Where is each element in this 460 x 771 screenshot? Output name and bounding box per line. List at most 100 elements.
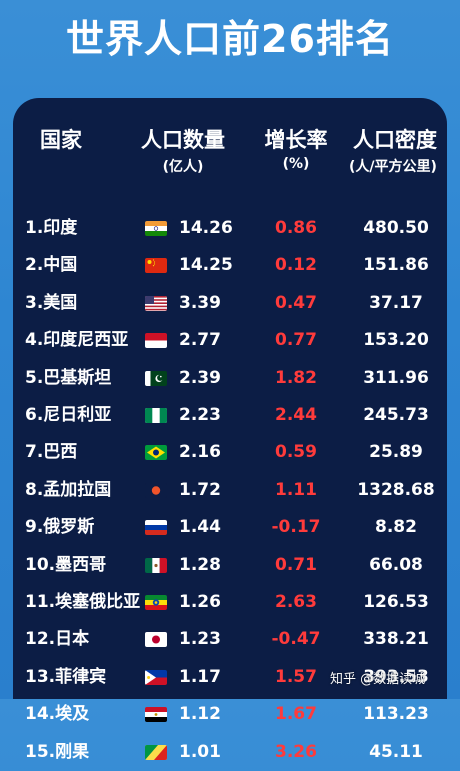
ethiopia-flag-icon — [145, 595, 167, 610]
growth-rate-value: 3.26 — [275, 741, 317, 762]
country-name: 14.埃及 — [25, 704, 90, 725]
russia-flag-icon — [145, 520, 167, 536]
table-row: 7.巴西 2.16 0.59 25.89 — [13, 434, 447, 471]
density-value: 153.20 — [363, 330, 429, 351]
nigeria-flag-icon — [145, 408, 167, 423]
population-value: 3.39 — [179, 292, 221, 313]
population-value: 1.26 — [179, 592, 221, 612]
density-value: 151.86 — [363, 255, 429, 276]
country-name: 7.巴西 — [25, 442, 78, 463]
population-value: 2.39 — [179, 367, 221, 388]
growth-rate-value: 1.67 — [275, 704, 317, 725]
population-value: 1.72 — [179, 479, 221, 500]
table-row: 6.尼日利亚 2.23 2.44 245.73 — [13, 397, 447, 434]
brazil-flag-icon — [145, 445, 167, 461]
growth-rate-value: -0.17 — [271, 517, 321, 538]
header-population: 人口数量 — [141, 128, 225, 152]
density-value: 1328.68 — [357, 479, 435, 500]
header-density: 人口密度 — [353, 128, 437, 152]
pakistan-flag-icon — [145, 370, 167, 386]
country-name: 1.印度 — [25, 218, 78, 238]
country-name: 2.中国 — [25, 255, 78, 276]
philippines-flag-icon — [145, 669, 167, 685]
india-flag-icon — [145, 221, 167, 236]
table-row: 4.印度尼西亚 2.77 0.77 153.20 — [13, 322, 447, 359]
growth-rate-value: 0.86 — [275, 218, 317, 238]
population-value: 1.12 — [179, 704, 221, 725]
density-value: 311.96 — [363, 367, 429, 388]
usa-flag-icon — [145, 295, 167, 311]
growth-rate-value: 0.71 — [275, 554, 317, 575]
density-value: 25.89 — [369, 442, 423, 463]
population-value: 1.23 — [179, 629, 221, 650]
growth-rate-value: 1.57 — [275, 666, 317, 687]
watermark: 知乎 @数据读城 — [330, 672, 426, 687]
population-value: 1.01 — [179, 741, 221, 762]
population-value: 2.77 — [179, 330, 221, 351]
country-name: 10.墨西哥 — [25, 554, 107, 575]
country-name: 9.俄罗斯 — [25, 517, 95, 538]
density-value: 126.53 — [363, 592, 429, 612]
country-name: 8.孟加拉国 — [25, 479, 112, 500]
bangladesh-flag-icon — [145, 482, 167, 498]
growth-rate-value: 0.12 — [275, 255, 317, 276]
country-name: 11.埃塞俄比亚 — [25, 592, 141, 612]
density-value: 338.21 — [363, 629, 429, 650]
population-value: 14.25 — [179, 255, 233, 276]
density-value: 45.11 — [369, 741, 423, 762]
japan-flag-icon — [145, 632, 167, 648]
table-row: 5.巴基斯坦 2.39 1.82 311.96 — [13, 360, 447, 397]
growth-rate-value: 1.11 — [275, 479, 317, 500]
egypt-flag-icon — [145, 707, 167, 723]
table-row: 8.孟加拉国 1.72 1.11 1328.68 — [13, 472, 447, 509]
table-row: 11.埃塞俄比亚 1.26 2.63 126.53 — [13, 584, 447, 621]
mexico-flag-icon — [145, 557, 167, 573]
table-row: 12.日本 1.23 -0.47 338.21 — [13, 621, 447, 658]
density-value: 113.23 — [363, 704, 429, 725]
country-name: 6.尼日利亚 — [25, 405, 112, 425]
growth-rate-value: 0.59 — [275, 442, 317, 463]
country-name: 15.刚果 — [25, 741, 90, 762]
header-population-unit: (亿人) — [162, 159, 204, 175]
table-row: 9.俄罗斯 1.44 -0.17 8.82 — [13, 509, 447, 546]
country-name: 12.日本 — [25, 629, 90, 650]
growth-rate-value: -0.47 — [271, 629, 321, 650]
population-value: 1.44 — [179, 517, 221, 538]
congo-flag-icon — [145, 744, 167, 760]
growth-rate-value: 0.77 — [275, 330, 317, 351]
header-growth: 增长率 — [264, 128, 328, 152]
table-row: 13.菲律宾 1.17 1.57 393.53 — [13, 659, 447, 696]
population-value: 2.23 — [179, 405, 221, 425]
ranking-table: 国家 人口数量 (亿人) 增长率 (%) 人口密度 (人/平方公里) 1.印度 1… — [13, 98, 447, 762]
header-growth-unit: (%) — [282, 156, 310, 172]
country-name: 4.印度尼西亚 — [25, 330, 129, 351]
indonesia-flag-icon — [145, 333, 167, 349]
header-country: 国家 — [40, 128, 82, 152]
density-value: 393.53 — [363, 666, 429, 687]
density-value: 480.50 — [363, 218, 429, 238]
density-value: 8.82 — [375, 517, 417, 538]
population-value: 14.26 — [179, 218, 233, 238]
page-title: 世界人口前26排名 — [66, 17, 394, 61]
population-value: 1.17 — [179, 666, 221, 687]
country-name: 5.巴基斯坦 — [25, 367, 112, 388]
table-row: 1.印度 14.26 0.86 480.50 — [13, 210, 447, 247]
growth-rate-value: 2.44 — [275, 405, 317, 425]
header-density-unit: (人/平方公里) — [349, 159, 437, 175]
growth-rate-value: 0.47 — [275, 292, 317, 313]
growth-rate-value: 2.63 — [275, 592, 317, 612]
population-value: 2.16 — [179, 442, 221, 463]
density-value: 245.73 — [363, 405, 429, 425]
density-value: 37.17 — [369, 292, 423, 313]
country-name: 13.菲律宾 — [25, 666, 107, 687]
table-row: 2.中国 14.25 0.12 151.86 — [13, 247, 447, 284]
growth-rate-value: 1.82 — [275, 367, 317, 388]
table-row: 3.美国 3.39 0.47 37.17 — [13, 285, 447, 322]
table-row: 14.埃及 1.12 1.67 113.23 — [13, 696, 447, 733]
table-row: 10.墨西哥 1.28 0.71 66.08 — [13, 547, 447, 584]
table-row: 15.刚果 1.01 3.26 45.11 — [13, 734, 447, 771]
population-value: 1.28 — [179, 554, 221, 575]
country-name: 3.美国 — [25, 292, 78, 313]
china-flag-icon — [145, 258, 167, 274]
density-value: 66.08 — [369, 554, 423, 575]
